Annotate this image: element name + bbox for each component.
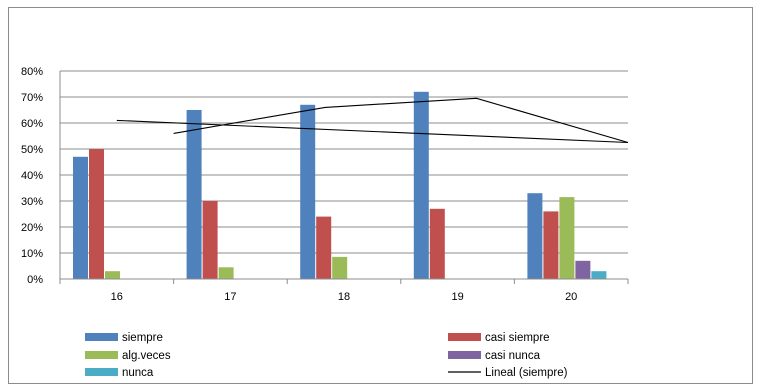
y-tick-label: 50% [21, 144, 43, 156]
bar-alg-veces-17 [218, 267, 234, 279]
x-tick-label: 17 [224, 291, 236, 303]
x-tick-label: 18 [338, 291, 350, 303]
bar-casi-siempre-18 [316, 216, 332, 279]
x-tick-label: 20 [565, 291, 577, 303]
bar-siempre-19 [413, 91, 429, 279]
bar-siempre-20 [527, 193, 543, 279]
chart-frame [8, 7, 753, 384]
bar-alg-veces-18 [332, 256, 348, 279]
y-tick-label: 30% [21, 196, 43, 208]
y-tick-label: 20% [21, 222, 43, 234]
bar-siempre-17 [186, 110, 202, 279]
bar-alg-veces-20 [559, 197, 575, 279]
bar-casi-siempre-19 [429, 208, 445, 279]
legend-label-siempre: siempre [122, 332, 163, 344]
y-tick-label: 60% [21, 118, 43, 130]
bar-casi-siempre-16 [89, 149, 104, 279]
legend-swatch-nunca [85, 368, 118, 376]
bar-siempre-18 [300, 104, 316, 279]
y-tick-label: 10% [21, 248, 43, 260]
bar-siempre-16 [73, 156, 88, 279]
y-tick-label: 80% [21, 66, 43, 78]
legend-label-lineal-siempre-: Lineal (siempre) [485, 367, 568, 379]
line-siempre [173, 97, 629, 144]
legend-label-nunca: nunca [122, 367, 154, 379]
y-tick-label: 40% [21, 170, 43, 182]
legend-label-casi-nunca: casi nunca [485, 350, 541, 362]
x-tick-label: 19 [451, 291, 463, 303]
legend-swatch-alg-veces [85, 351, 118, 359]
bar-alg-veces-16 [105, 271, 120, 279]
legend-label-casi-siempre: casi siempre [485, 332, 550, 344]
bar-casi-siempre-20 [543, 211, 559, 279]
bar-nunca-20 [591, 271, 607, 279]
legend-swatch-siempre [85, 333, 118, 341]
legend-swatch-casi-nunca [448, 351, 481, 359]
legend-label-alg-veces: alg.veces [122, 350, 171, 362]
x-tick-label: 16 [111, 291, 123, 303]
legend-swatch-casi-siempre [448, 333, 481, 341]
y-tick-label: 0% [27, 274, 43, 286]
trendline-lineal-siempre [116, 119, 629, 144]
bar-casi-nunca-20 [575, 260, 591, 279]
bar-casi-siempre-17 [202, 201, 218, 279]
y-tick-label: 70% [21, 92, 43, 104]
